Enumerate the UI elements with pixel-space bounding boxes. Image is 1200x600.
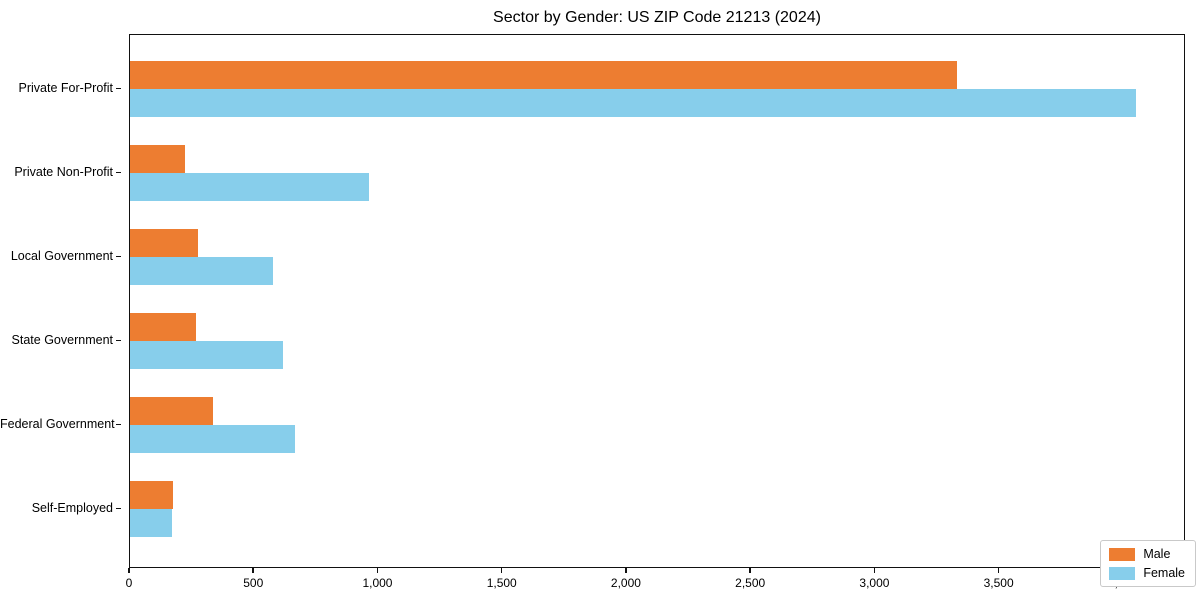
x-tick-1 — [252, 568, 254, 573]
x-tick-4 — [625, 568, 627, 573]
y-label-4: Federal Government — [0, 417, 115, 431]
legend: Male Female — [1100, 540, 1196, 587]
x-tick-7 — [997, 568, 1000, 573]
legend-male-label: Male — [1143, 547, 1171, 561]
legend-entry-female: Female — [1109, 566, 1185, 580]
y-tick-3 — [116, 339, 121, 341]
plot-area — [129, 34, 1185, 568]
y-label-2: Local Government — [10, 249, 113, 263]
y-axis-labels: Private For-Profit Private Non-Profit Loca… — [0, 34, 121, 568]
bar-male-1 — [130, 145, 185, 173]
bar-male-5 — [130, 481, 174, 509]
bar-female-1 — [130, 173, 370, 201]
x-tick-5 — [749, 568, 751, 573]
bar-female-5 — [130, 509, 173, 537]
legend-female-swatch-icon — [1109, 566, 1136, 580]
bar-female-0 — [130, 89, 1136, 117]
y-tick-2 — [116, 255, 121, 257]
bar-female-2 — [130, 257, 273, 285]
x-tick-label-2: 1,000 — [362, 576, 393, 590]
x-tick-label-7: 3,500 — [983, 576, 1014, 590]
y-tick-4 — [116, 423, 121, 425]
x-tick-label-1: 500 — [243, 576, 264, 590]
y-label-1: Private Non-Profit — [14, 165, 113, 179]
x-tick-label-0: 0 — [125, 576, 133, 590]
x-tick-label-5: 2,500 — [735, 576, 766, 590]
x-tick-label-3: 1,500 — [486, 576, 517, 590]
y-label-3: State Government — [11, 333, 113, 347]
x-tick-0 — [128, 568, 130, 573]
y-tick-1 — [116, 171, 121, 173]
bar-male-2 — [130, 229, 199, 257]
x-tick-label-6: 3,000 — [859, 576, 890, 590]
y-tick-5 — [116, 507, 121, 509]
x-tick-label-4: 2,000 — [610, 576, 641, 590]
x-tick-3 — [500, 568, 503, 573]
legend-female-label: Female — [1143, 566, 1185, 580]
y-label-0: Private For-Profit — [18, 81, 113, 95]
bar-male-0 — [130, 61, 958, 89]
bar-male-4 — [130, 397, 214, 425]
x-tick-2 — [376, 568, 379, 573]
bar-female-3 — [130, 341, 283, 369]
y-label-5: Self-Employed — [31, 501, 113, 515]
legend-male-swatch-icon — [1109, 547, 1136, 561]
legend-entry-male: Male — [1109, 547, 1185, 561]
y-tick-0 — [116, 87, 121, 89]
x-tick-6 — [873, 568, 876, 573]
bar-female-4 — [130, 425, 295, 453]
bar-male-3 — [130, 313, 196, 341]
chart-title: Sector by Gender: US ZIP Code 21213 (202… — [493, 9, 821, 26]
